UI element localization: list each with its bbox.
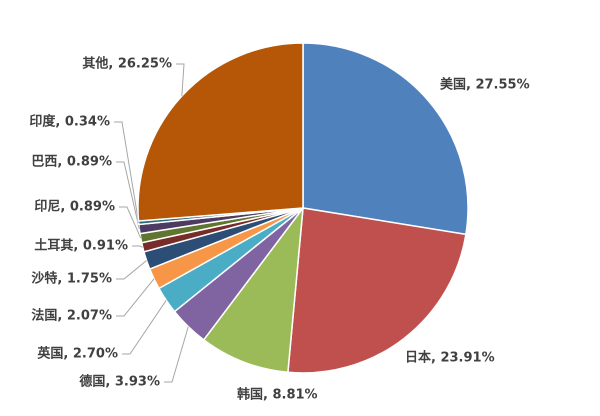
data-label: 印尼, 0.89%	[34, 200, 115, 215]
data-label: 印度, 0.34%	[29, 114, 110, 130]
data-label: 德国, 3.93%	[79, 374, 160, 390]
data-label: 英国, 2.70%	[36, 346, 118, 362]
data-label: 日本, 23.91%	[405, 350, 495, 366]
leader-line	[119, 206, 142, 239]
data-label: 土耳其, 0.91%	[34, 238, 128, 254]
leader-line	[116, 161, 140, 230]
data-label: 韩国, 8.81%	[237, 387, 318, 403]
data-label: 沙特, 1.75%	[31, 271, 112, 287]
slice	[302, 42, 469, 236]
slice	[287, 207, 467, 374]
leader-line	[132, 245, 143, 248]
data-label: 美国, 27.55%	[440, 77, 530, 93]
data-label: 法国, 2.07%	[31, 308, 112, 324]
leader-line	[176, 63, 185, 97]
leader-line	[114, 121, 140, 223]
slice	[202, 205, 304, 374]
leader-line	[164, 326, 189, 383]
data-label: 其他, 26.25%	[82, 56, 172, 72]
leader-line	[116, 278, 155, 317]
slice	[137, 42, 304, 222]
leader-line	[116, 260, 147, 280]
leader-line	[122, 300, 167, 355]
data-label: 巴西, 0.89%	[31, 155, 112, 170]
